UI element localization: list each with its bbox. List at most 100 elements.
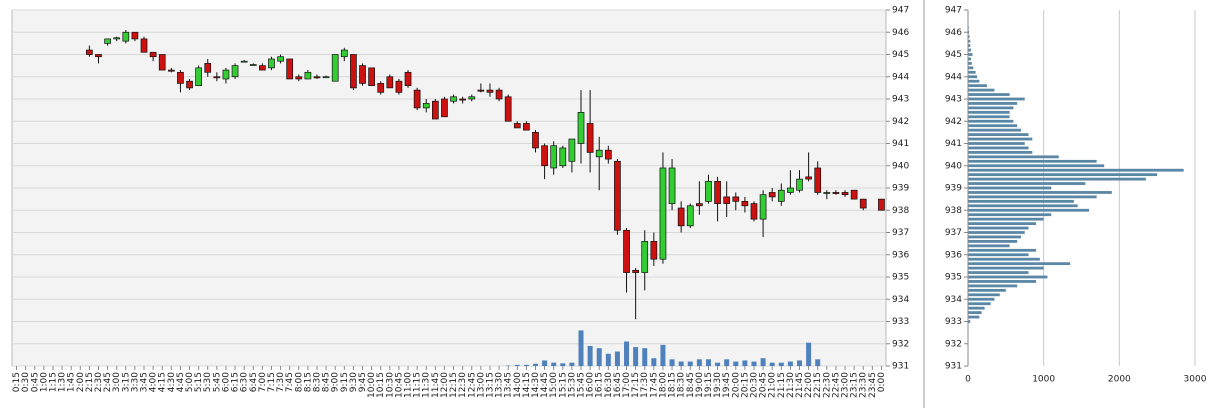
x-tick-label: 9:30 (349, 372, 359, 392)
profile-bar (968, 35, 970, 39)
volume-bar (806, 342, 812, 366)
candle-body (750, 203, 758, 220)
profile-bar (968, 208, 1090, 212)
candle-body (268, 58, 275, 69)
x-tick-label: 17:00 (622, 372, 632, 398)
x-tick-label: 11:30 (422, 372, 432, 398)
profile-bar (968, 57, 972, 61)
profile-bar (968, 315, 980, 319)
candle-body (477, 89, 485, 92)
x-tick-label: 22:00 (804, 372, 814, 398)
volume-bar (769, 362, 775, 366)
x-tick-label: 18:45 (686, 372, 696, 398)
y-tick-label: 939 (945, 184, 962, 194)
x-tick-label: 12:00 (440, 372, 450, 398)
volume-bar (651, 358, 657, 366)
x-tick-label: 18:15 (668, 372, 678, 398)
volume-bar (733, 361, 739, 366)
profile-bar (968, 133, 1029, 136)
profile-bar (968, 53, 973, 56)
candle-body (195, 67, 202, 86)
x-tick-label: 16:30 (604, 372, 614, 398)
x-tick-label: 13:30 (495, 372, 505, 398)
candle-body (568, 138, 576, 162)
x-tick-label: 19:15 (704, 372, 714, 398)
x-tick-label: 19:45 (722, 372, 732, 398)
x-tick-label: 3:00 (112, 372, 122, 392)
profile-bar (968, 155, 1059, 159)
x-tick-label: 20:30 (749, 372, 759, 398)
profile-bar (968, 146, 1029, 150)
x-tick-label: 12:15 (449, 372, 459, 398)
x-tick-label: 9:15 (340, 372, 350, 392)
x-tick-label: 3:45 (140, 372, 150, 392)
y-tick-label: 940 (945, 161, 962, 171)
y-tick-label: 937 (945, 228, 962, 238)
candle-body (659, 167, 667, 260)
candle-body (313, 76, 321, 79)
x-tick-label: 0 (965, 375, 971, 385)
candle-body (586, 123, 594, 153)
x-tick-label: 15:30 (567, 372, 577, 398)
profile-bar (968, 248, 1037, 252)
candle-body (650, 241, 658, 260)
candle-body (787, 187, 794, 193)
candle-body (186, 80, 193, 89)
x-tick-label: 9:45 (358, 372, 368, 392)
profile-bar (968, 97, 1025, 101)
candle-body (368, 67, 375, 86)
candle-body (122, 31, 130, 42)
x-tick-label: 3000 (1184, 375, 1207, 385)
volume-bar (787, 361, 793, 366)
y-tick-label: 943 (892, 95, 909, 105)
y-tick-label: 943 (945, 95, 962, 105)
candle-body (614, 160, 621, 231)
x-tick-label: 17:15 (631, 372, 641, 398)
profile-bar (968, 231, 1025, 234)
candle-body (741, 201, 749, 207)
y-tick-label: 938 (892, 206, 909, 216)
profile-bar (968, 137, 1033, 141)
candle-body (714, 180, 721, 204)
candle-body (623, 229, 630, 273)
profile-bar (968, 266, 1044, 270)
profile-bar (968, 124, 1018, 128)
profile-bar (968, 84, 987, 88)
x-tick-label: 7:15 (267, 372, 277, 392)
candle-body (677, 207, 685, 227)
candle-body (249, 64, 257, 66)
volume-bar (560, 363, 566, 366)
candle-body (814, 167, 822, 193)
x-tick-label: 20:45 (759, 372, 769, 398)
profile-bar (968, 110, 1010, 114)
x-tick-label: 3:15 (121, 372, 131, 392)
y-tick-label: 934 (892, 295, 909, 305)
candle-body (550, 145, 558, 169)
x-tick-label: 0:30 (21, 372, 31, 392)
x-tick-label: 15:45 (577, 372, 587, 398)
candle-body (204, 63, 212, 73)
profile-bar (968, 284, 1018, 288)
x-tick-label: 10:15 (376, 372, 386, 398)
profile-bar (968, 271, 1029, 274)
y-tick-label: 941 (892, 139, 909, 149)
profile-bar (968, 280, 1037, 283)
candle-body (759, 194, 767, 220)
volume-bar (669, 359, 675, 366)
volume-bar (715, 362, 721, 366)
volume-bar (687, 361, 693, 366)
candle-body (841, 192, 849, 196)
volume-bar (614, 351, 620, 366)
y-tick-label: 946 (945, 28, 962, 38)
volume-bar (532, 363, 538, 366)
volume-bar (815, 359, 821, 366)
candle-body (240, 60, 248, 63)
volume-bar (569, 362, 575, 366)
candle-body (595, 149, 603, 158)
candle-body (577, 111, 585, 144)
y-tick-label: 939 (892, 184, 909, 194)
volume-bar (596, 348, 602, 366)
y-tick-label: 945 (892, 50, 909, 60)
profile-bar (968, 177, 1146, 181)
y-tick-label: 937 (892, 228, 909, 238)
